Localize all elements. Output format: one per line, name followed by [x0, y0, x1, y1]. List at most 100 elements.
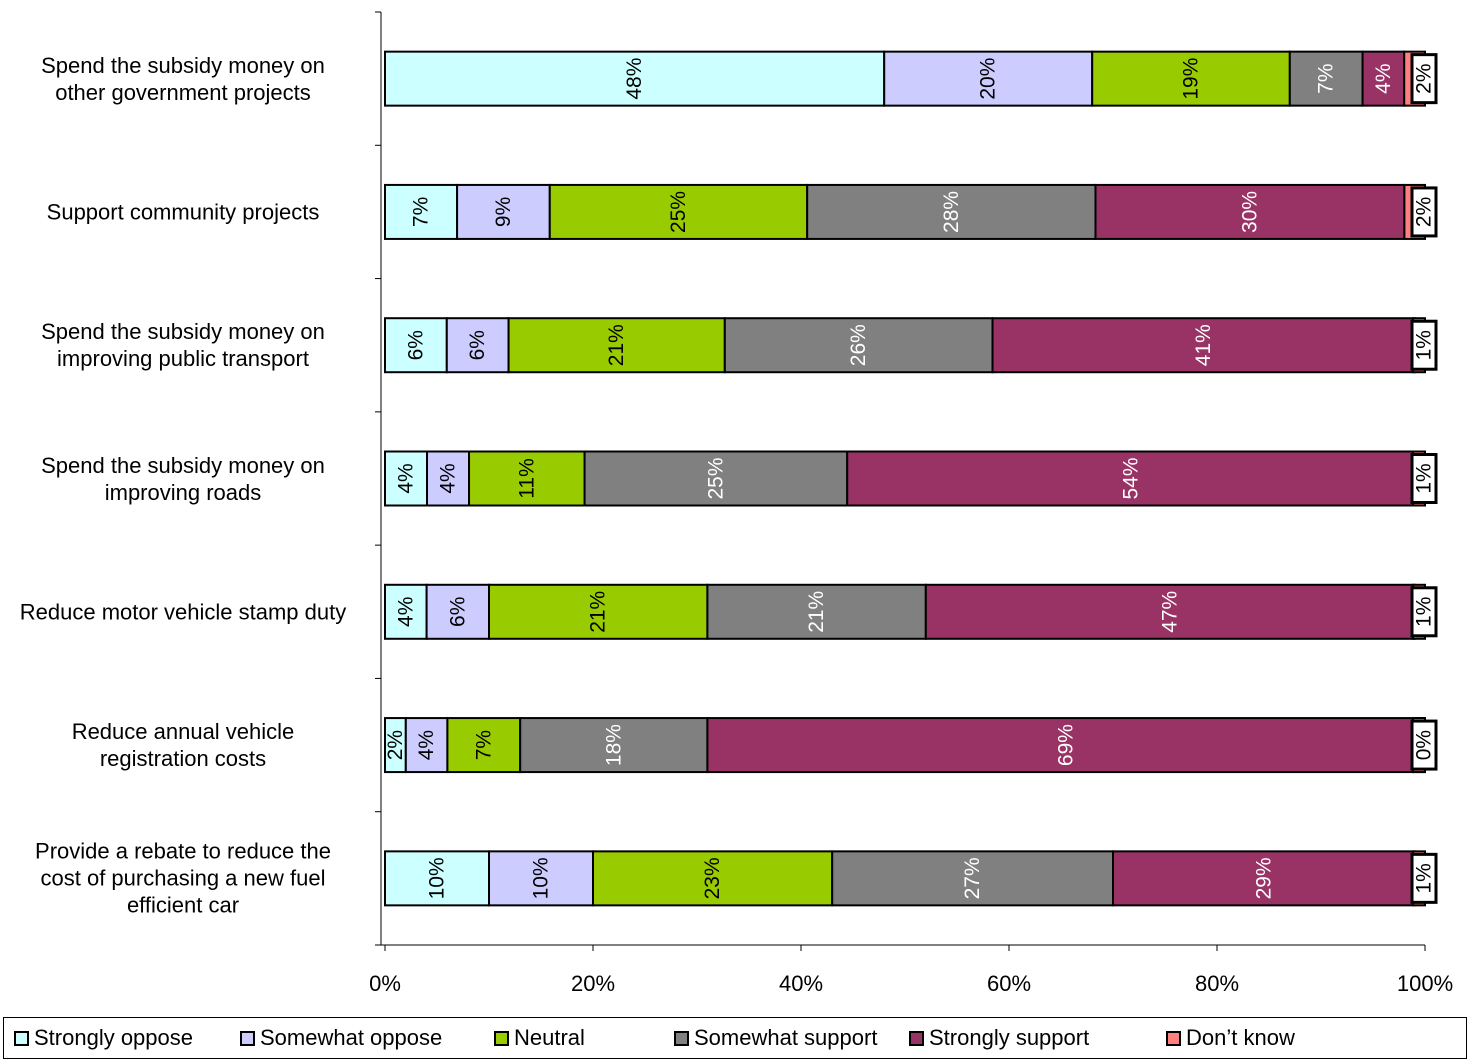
data-label: 10% [426, 857, 449, 899]
bar-segment [924, 583, 1416, 640]
data-label: 23% [701, 857, 724, 899]
data-label: 29% [1252, 857, 1275, 899]
bar-segment [548, 183, 809, 240]
bar-segment [426, 450, 471, 507]
category-label-line: Spend the subsidy money on [41, 452, 325, 478]
category-label-line: Provide a rebate to reduce the [35, 838, 331, 864]
bar-segment [1361, 50, 1406, 107]
legend-label: Strongly support [929, 1025, 1090, 1050]
bar-segment [384, 583, 428, 640]
data-label: 26% [847, 324, 870, 366]
data-label: 2% [384, 730, 407, 760]
legend-swatch [14, 1030, 29, 1046]
data-label: 4% [1372, 63, 1395, 93]
legend-swatch [494, 1030, 509, 1046]
legend-swatch [1166, 1030, 1181, 1046]
x-tick-label: 20% [571, 971, 615, 996]
data-label: 27% [961, 857, 984, 899]
data-label: 41% [1192, 324, 1215, 366]
category-label-line: Reduce annual vehicle [71, 719, 295, 745]
data-label: 21% [805, 591, 828, 633]
category-label-line: Spend the subsidy money on [41, 52, 325, 78]
category-label: Reduce annual vehicle registration costs [0, 718, 368, 772]
data-label: 54% [1119, 457, 1142, 499]
data-label: 25% [704, 457, 727, 499]
x-tick-label: 0% [369, 971, 401, 996]
bar-segment [488, 583, 709, 640]
category-label-line: improving roads [104, 479, 262, 505]
data-label: 4% [395, 463, 418, 493]
data-label-box [1410, 186, 1438, 238]
data-label: 48% [623, 58, 646, 100]
data-label: 20% [977, 58, 1000, 100]
data-label: 6% [466, 330, 489, 360]
bar-group: 7% 9% 25% 28% 30% 2% [384, 183, 1438, 240]
legend-swatch [674, 1030, 689, 1046]
category-label: Support community projects [0, 198, 368, 225]
bar-segment [806, 183, 1097, 240]
category-label-line: improving public transport [57, 346, 309, 372]
data-label: 6% [404, 330, 427, 360]
data-label: 7% [472, 730, 495, 760]
bar-segment [1112, 850, 1416, 907]
bar-segment [456, 183, 551, 240]
category-label-line: cost of purchasing a new fuel [40, 865, 326, 891]
plot-area: 48% 20% 19% 7% 4% 2% 7% 9% 25% 28% 30% 2% 6% 6% 21% 26%… [369, 11, 1453, 996]
bar-segment [883, 50, 1094, 107]
bar-segment [1091, 50, 1291, 107]
bar-segment [384, 50, 886, 107]
legend: Strongly oppose Somewhat oppose Neutral Som… [3, 1017, 1467, 1059]
x-tick-label: 40% [779, 971, 823, 996]
bar-group: 48% 20% 19% 7% 4% 2% [384, 50, 1438, 107]
legend-label: Neutral [514, 1025, 585, 1050]
legend-label: Don’t know [1186, 1025, 1295, 1050]
data-label: 4% [415, 730, 438, 760]
data-label: 1% [1413, 330, 1436, 360]
data-label-box [1410, 319, 1438, 371]
data-label: 21% [605, 324, 628, 366]
legend-item: Neutral [494, 1018, 585, 1058]
category-label-line: efficient car [126, 892, 240, 918]
bar-segment [991, 317, 1416, 374]
data-label: 1% [1413, 863, 1436, 893]
data-label: 7% [1315, 63, 1338, 93]
legend-item: Somewhat support [674, 1018, 877, 1058]
bar-segment [519, 717, 709, 774]
bar-group: 4% 4% 11% 25% 54% 1% [384, 450, 1438, 507]
category-label: Spend the subsidy money on improving road… [0, 452, 368, 506]
data-label-box [1410, 719, 1438, 771]
category-label-line: Spend the subsidy money on [41, 319, 325, 345]
data-label-box [1410, 453, 1438, 504]
bar-segment [384, 450, 429, 507]
bar-group: 6% 6% 21% 26% 41% 1% [384, 317, 1438, 374]
data-label: 0% [1413, 730, 1436, 760]
x-tick-label: 80% [1195, 971, 1239, 996]
legend-label: Somewhat oppose [260, 1025, 443, 1050]
data-label: 7% [410, 197, 433, 227]
bar-group: 4% 6% 21% 21% 47% 1% [384, 583, 1438, 640]
data-label: 30% [1238, 191, 1261, 233]
data-label: 28% [940, 191, 963, 233]
data-label: 4% [437, 463, 460, 493]
bar-segment [592, 850, 834, 907]
category-label: Reduce motor vehicle stamp duty [0, 598, 368, 625]
data-label-box [1410, 586, 1438, 638]
category-label-line: other government projects [55, 79, 311, 105]
data-label: 25% [667, 191, 690, 233]
x-tick-label: 60% [987, 971, 1031, 996]
category-label-line: Support community projects [46, 199, 320, 225]
data-label: 18% [602, 724, 625, 766]
category-label: Provide a rebate to reduce the cost of pu… [0, 838, 368, 919]
x-tick-label: 100% [1397, 971, 1453, 996]
bar-segment [706, 717, 1426, 774]
bar-segment [831, 850, 1114, 907]
legend-swatch [240, 1030, 255, 1046]
data-label: 19% [1180, 58, 1203, 100]
data-label: 10% [530, 857, 553, 899]
legend-item: Strongly support [909, 1018, 1089, 1058]
data-label-box [1410, 852, 1438, 904]
bar-segment [846, 450, 1416, 507]
data-label: 21% [587, 591, 610, 633]
legend-item: Don’t know [1166, 1018, 1295, 1058]
